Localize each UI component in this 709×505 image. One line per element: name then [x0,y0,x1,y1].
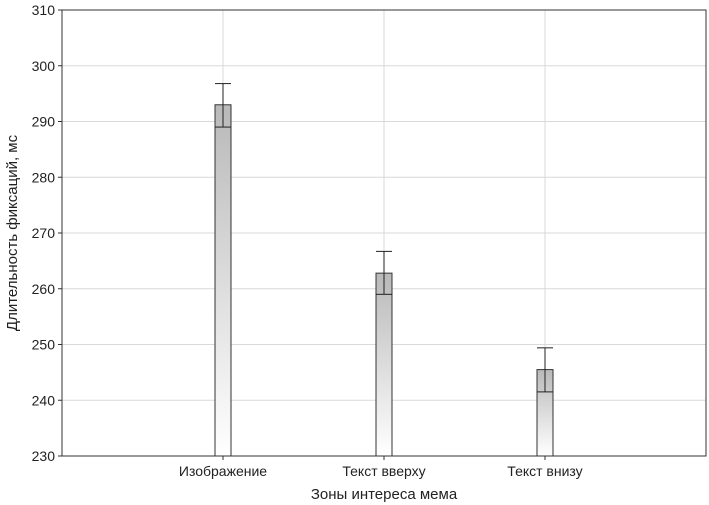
y-tick-label: 300 [32,58,56,74]
x-tick-label: Текст вверху [342,463,425,479]
x-tick-label: Изображение [179,463,267,479]
y-tick-label: 260 [32,281,56,297]
y-axis-ticks: 230 240 250 260 270 280 290 300 310 [32,2,62,464]
bar [375,272,393,457]
y-tick-label: 310 [32,2,56,18]
y-axis-title: Длительность фиксаций, мс [4,134,21,331]
y-tick-label: 290 [32,114,56,130]
y-tick-label: 230 [32,448,56,464]
y-tick-label: 250 [32,337,56,353]
bar [214,104,232,457]
x-axis-title: Зоны интереса мема [311,486,458,503]
y-tick-label: 270 [32,225,56,241]
x-axis-ticks: Изображение Текст вверху Текст внизу [179,456,583,479]
error-bars [215,83,553,393]
y-tick-label: 280 [32,169,56,185]
x-tick-label: Текст внизу [507,463,582,479]
bars [214,104,554,457]
y-tick-label: 240 [32,392,56,408]
